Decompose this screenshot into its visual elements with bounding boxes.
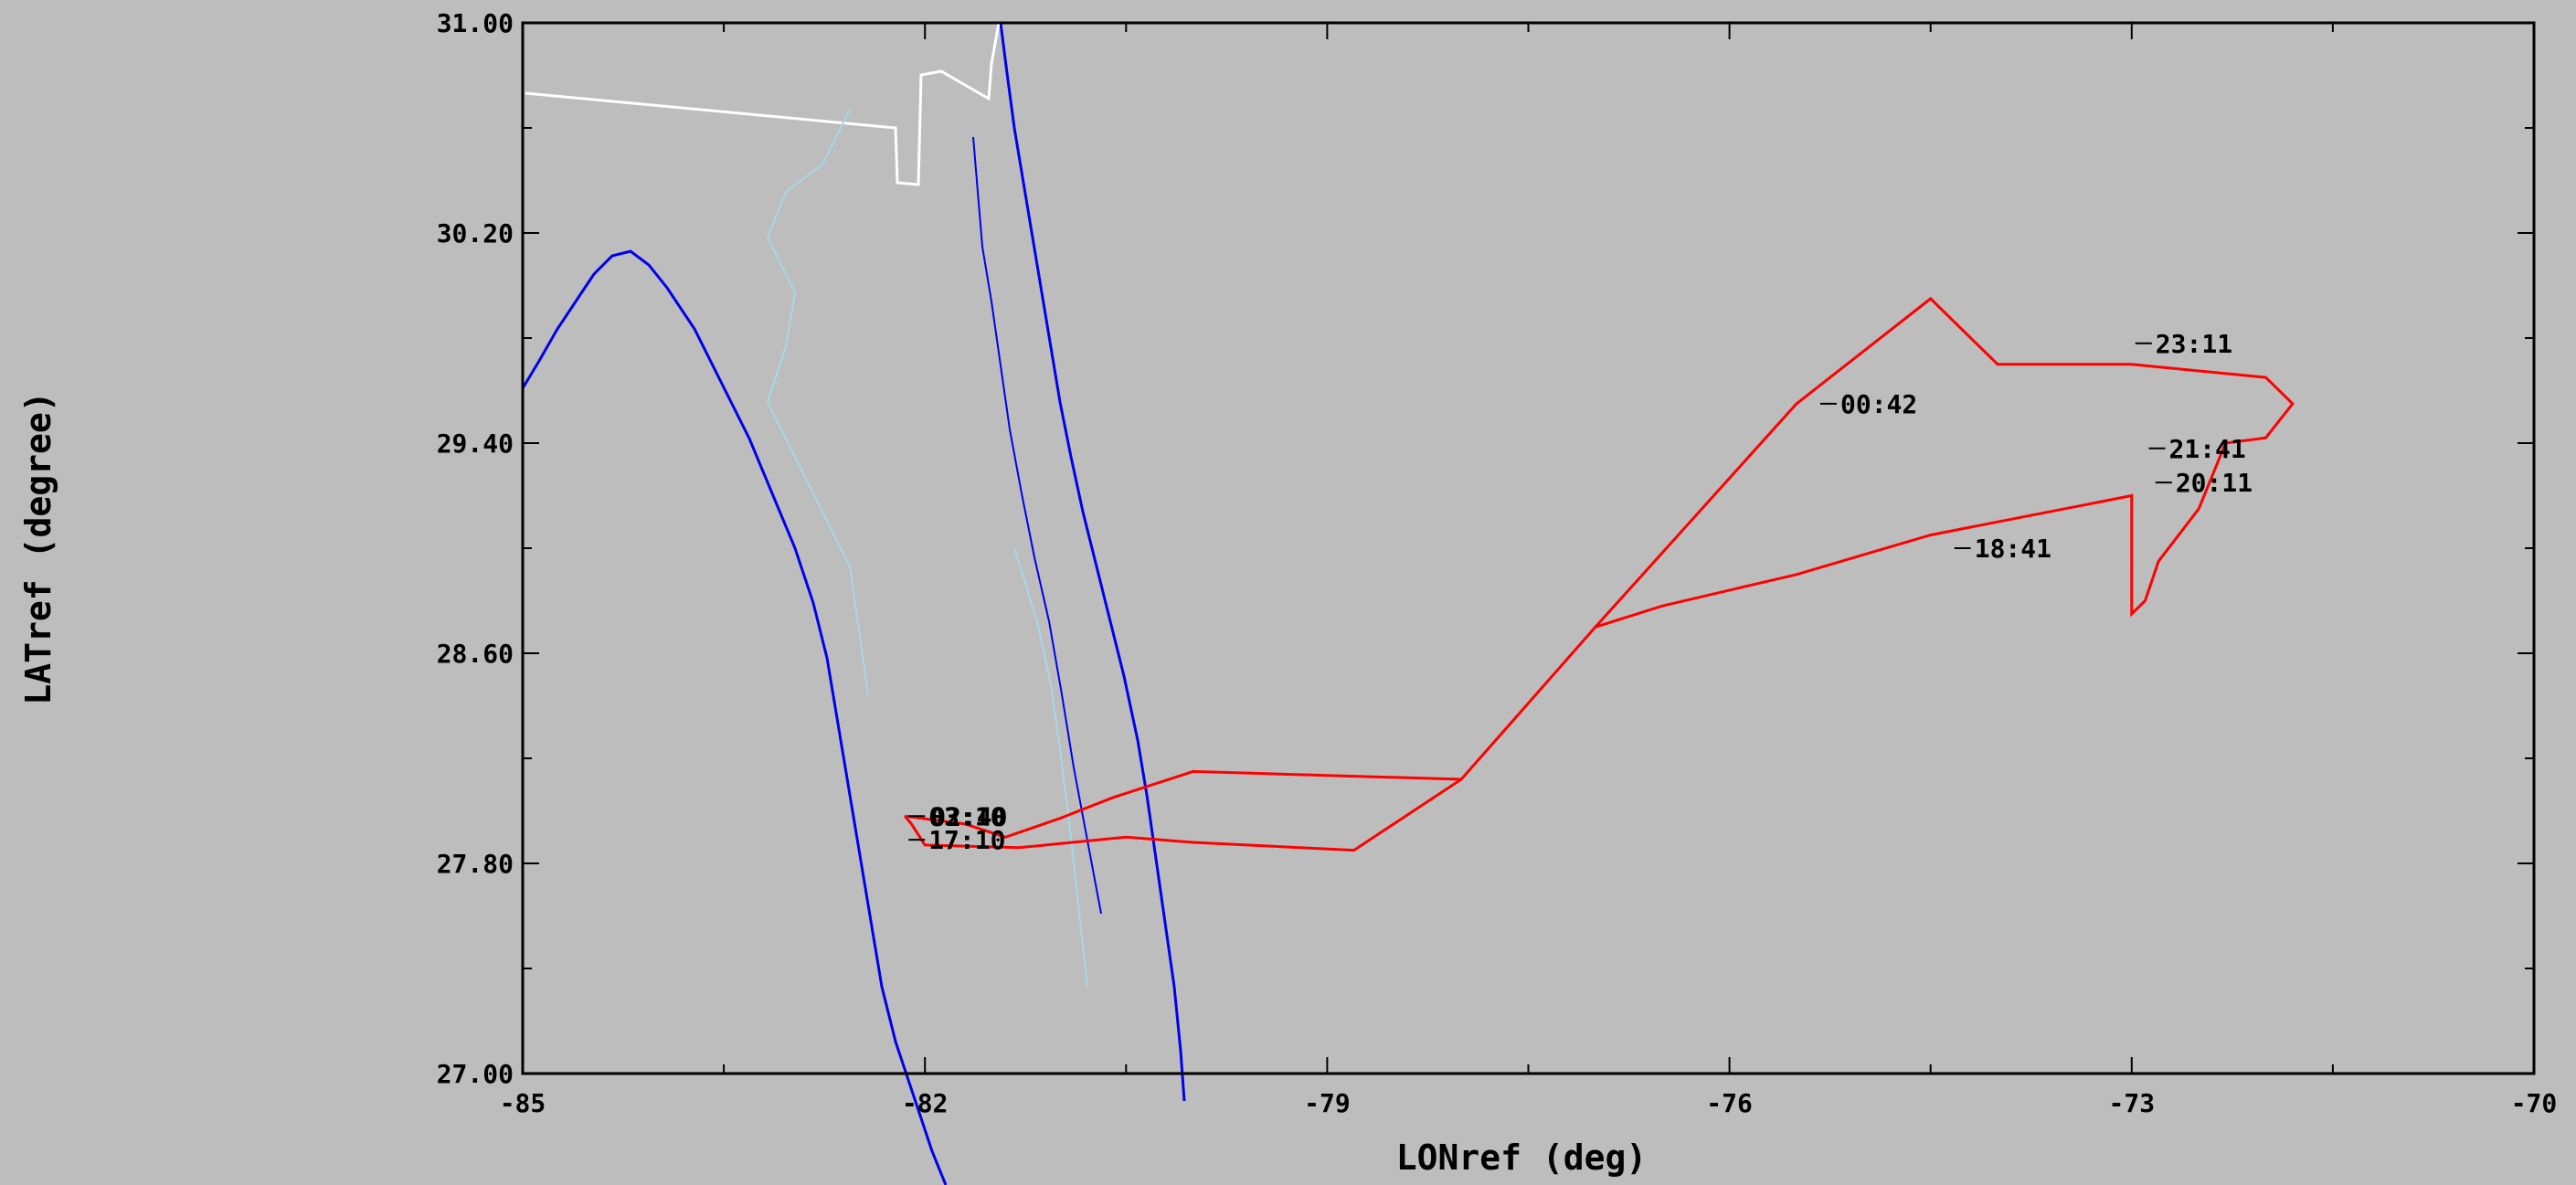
x-tick-label: -76 — [1706, 1088, 1753, 1118]
y-tick-label: 27.80 — [437, 849, 514, 879]
plot-frame — [521, 21, 2536, 1075]
river-2 — [1013, 547, 1088, 988]
coastline-east — [999, 22, 1186, 1102]
flight-track-outbound — [905, 296, 2295, 839]
time-label: 21:41 — [2168, 434, 2245, 464]
flight-track-return — [904, 778, 1462, 852]
y-tick-label: 28.60 — [437, 639, 514, 669]
time-label: 18:41 — [1975, 534, 2051, 564]
y-tick-label: 27.00 — [437, 1059, 514, 1089]
x-tick-label: -70 — [2511, 1088, 2558, 1118]
time-label: 17:10 — [928, 825, 1005, 855]
x-tick-label: -73 — [2109, 1088, 2156, 1118]
y-axis-title: LATref (degree) — [18, 391, 58, 704]
y-tick-label: 31.00 — [437, 8, 514, 38]
coastline-west — [521, 249, 948, 1185]
x-axis-title: LONref (deg) — [1396, 1137, 1648, 1178]
time-label: 03:10 — [928, 801, 1005, 831]
base-map — [521, 22, 1186, 1185]
time-label: 20:11 — [2176, 468, 2253, 498]
time-label: 23:11 — [2156, 329, 2232, 359]
x-tick-label: -82 — [902, 1088, 949, 1118]
axis-ticks: -85 -82 -79 -76 -73 -70 31.00 30.20 29.40 28.60 27… — [437, 8, 2558, 1118]
x-tick-label: -79 — [1304, 1088, 1351, 1118]
river-1 — [766, 109, 869, 695]
flight-track-layer — [904, 296, 2295, 852]
y-tick-label: 29.40 — [437, 429, 514, 459]
time-label-overlap: 02:40 — [930, 801, 1007, 831]
y-tick-label: 30.20 — [437, 218, 514, 249]
time-label: 00:42 — [1840, 389, 1917, 419]
coastline-east-inner — [972, 136, 1102, 915]
florida-border — [525, 22, 1001, 186]
x-tick-label: -85 — [500, 1088, 546, 1118]
